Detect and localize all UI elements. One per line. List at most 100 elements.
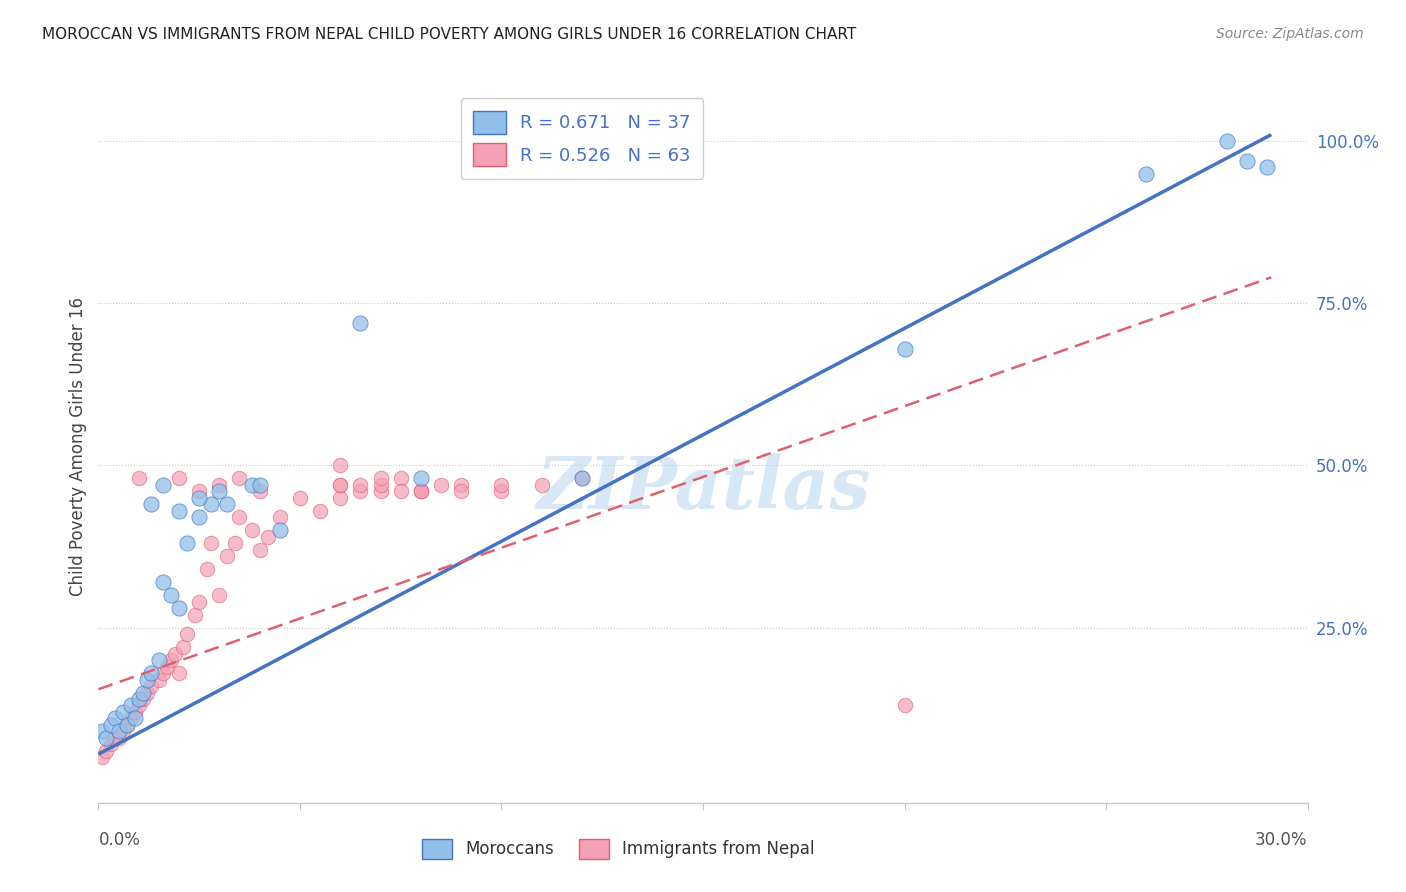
Point	[249, 542, 271, 557]
Point	[184, 607, 207, 622]
Point	[491, 478, 513, 492]
Text: ZIPatlas: ZIPatlas	[536, 453, 870, 524]
Point	[100, 738, 122, 752]
Point	[571, 471, 593, 485]
Point	[249, 484, 271, 499]
Point	[115, 718, 138, 732]
Point	[370, 478, 392, 492]
Point	[91, 724, 114, 739]
Point	[430, 478, 453, 492]
Point	[132, 692, 155, 706]
Point	[1236, 153, 1258, 168]
Point	[491, 484, 513, 499]
Text: 30.0%: 30.0%	[1256, 831, 1308, 849]
Point	[370, 471, 392, 485]
Point	[176, 536, 198, 550]
Point	[172, 640, 194, 654]
Point	[167, 666, 190, 681]
Point	[152, 575, 174, 590]
Point	[217, 549, 239, 564]
Point	[409, 484, 432, 499]
Point	[128, 698, 150, 713]
Point	[349, 478, 371, 492]
Point	[176, 627, 198, 641]
Point	[409, 484, 432, 499]
Point	[240, 524, 263, 538]
Point	[188, 484, 211, 499]
Point	[107, 731, 129, 745]
Text: Source: ZipAtlas.com: Source: ZipAtlas.com	[1216, 27, 1364, 41]
Point	[139, 666, 162, 681]
Point	[409, 471, 432, 485]
Point	[128, 471, 150, 485]
Point	[188, 595, 211, 609]
Point	[329, 478, 352, 492]
Point	[120, 698, 142, 713]
Point	[167, 504, 190, 518]
Point	[107, 724, 129, 739]
Point	[200, 536, 222, 550]
Point	[96, 744, 118, 758]
Point	[1135, 167, 1157, 181]
Point	[111, 724, 134, 739]
Point	[120, 711, 142, 725]
Point	[100, 718, 122, 732]
Point	[96, 731, 118, 745]
Point	[329, 458, 352, 473]
Point	[269, 510, 291, 524]
Point	[128, 692, 150, 706]
Text: MOROCCAN VS IMMIGRANTS FROM NEPAL CHILD POVERTY AMONG GIRLS UNDER 16 CORRELATION: MOROCCAN VS IMMIGRANTS FROM NEPAL CHILD …	[42, 27, 856, 42]
Point	[450, 484, 472, 499]
Point	[148, 653, 170, 667]
Point	[329, 478, 352, 492]
Point	[91, 750, 114, 764]
Point	[349, 484, 371, 499]
Point	[208, 588, 231, 602]
Point	[288, 491, 311, 505]
Point	[103, 731, 125, 745]
Point	[571, 471, 593, 485]
Point	[208, 484, 231, 499]
Point	[269, 524, 291, 538]
Point	[188, 510, 211, 524]
Point	[228, 510, 250, 524]
Point	[163, 647, 186, 661]
Point	[1216, 134, 1239, 148]
Point	[893, 698, 915, 713]
Point	[200, 497, 222, 511]
Point	[329, 491, 352, 505]
Point	[240, 478, 263, 492]
Point	[167, 471, 190, 485]
Point	[139, 497, 162, 511]
Point	[893, 342, 915, 356]
Point	[450, 478, 472, 492]
Point	[111, 705, 134, 719]
Point	[152, 478, 174, 492]
Point	[217, 497, 239, 511]
Point	[135, 673, 157, 687]
Point	[124, 711, 146, 725]
Point	[224, 536, 246, 550]
Point	[148, 673, 170, 687]
Point	[135, 685, 157, 699]
Point	[389, 484, 412, 499]
Text: 0.0%: 0.0%	[98, 831, 141, 849]
Point	[309, 504, 332, 518]
Point	[1256, 160, 1278, 174]
Point	[115, 718, 138, 732]
Point	[103, 711, 125, 725]
Point	[370, 484, 392, 499]
Point	[188, 491, 211, 505]
Point	[167, 601, 190, 615]
Point	[228, 471, 250, 485]
Y-axis label: Child Poverty Among Girls Under 16: Child Poverty Among Girls Under 16	[69, 296, 87, 596]
Point	[256, 530, 278, 544]
Point	[160, 588, 183, 602]
Point	[349, 316, 371, 330]
Point	[132, 685, 155, 699]
Point	[530, 478, 553, 492]
Point	[156, 659, 179, 673]
Point	[160, 653, 183, 667]
Point	[389, 471, 412, 485]
Point	[195, 562, 218, 576]
